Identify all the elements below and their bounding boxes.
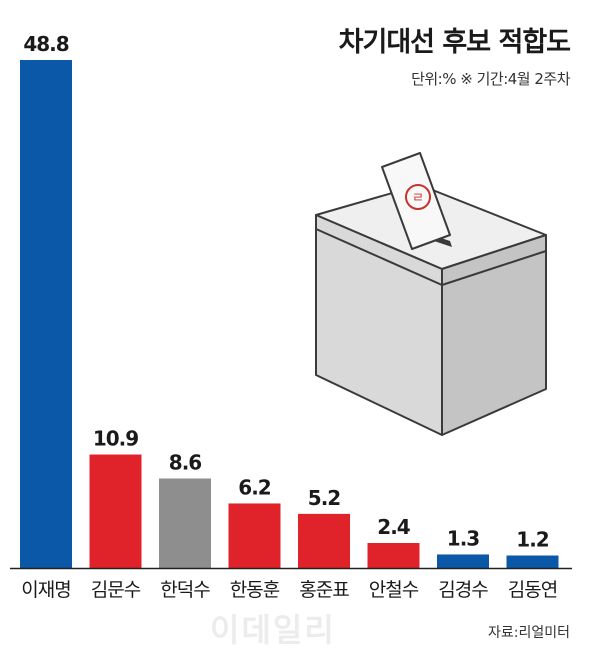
bar-5: [367, 543, 420, 568]
bar-6: [437, 554, 489, 568]
category-label-6: 김경수: [438, 579, 488, 601]
bar-1: [89, 454, 142, 568]
bar-4: [298, 513, 350, 568]
chart-subtitle: 단위:% ※ 기간:4월 2주차: [411, 70, 570, 88]
category-label-1: 김문수: [91, 579, 141, 601]
bar-0: [20, 60, 72, 568]
value-label-4: 5.2: [308, 486, 341, 510]
svg-text:ㄹ: ㄹ: [412, 191, 424, 206]
ballot-box-icon: ㄹ: [315, 152, 547, 436]
category-label-7: 김동연: [508, 579, 557, 601]
value-label-7: 1.2: [516, 528, 549, 552]
value-label-5: 2.4: [377, 515, 410, 539]
chart-title: 차기대선 후보 적합도: [338, 27, 571, 58]
watermark: 이데일리: [210, 611, 336, 649]
category-label-2: 한덕수: [160, 579, 210, 601]
chart-source: 자료:리얼미터: [488, 625, 570, 641]
bar-3: [228, 503, 281, 568]
category-label-0: 이재명: [21, 579, 70, 601]
value-label-2: 8.6: [169, 450, 202, 474]
category-label-3: 한동훈: [230, 579, 280, 601]
category-label-4: 홍준표: [299, 579, 349, 601]
bar-7: [506, 555, 559, 568]
ballot-stamp-icon: ㄹ: [405, 184, 431, 210]
bar-2: [159, 478, 211, 568]
category-label-5: 안철수: [369, 579, 419, 601]
value-label-3: 6.2: [238, 475, 271, 499]
value-label-6: 1.3: [447, 526, 480, 550]
value-label-0: 48.8: [23, 32, 68, 56]
value-label-1: 10.9: [93, 427, 138, 451]
